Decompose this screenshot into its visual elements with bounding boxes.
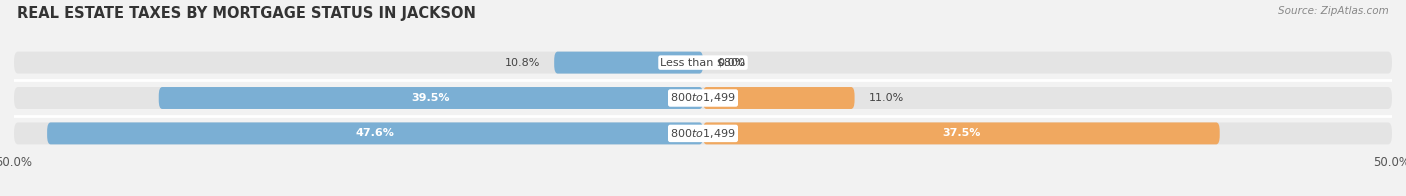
- FancyBboxPatch shape: [48, 122, 703, 144]
- Text: Less than $800: Less than $800: [661, 58, 745, 68]
- FancyBboxPatch shape: [14, 122, 1392, 144]
- Text: Source: ZipAtlas.com: Source: ZipAtlas.com: [1278, 6, 1389, 16]
- Text: 39.5%: 39.5%: [412, 93, 450, 103]
- Text: 0.0%: 0.0%: [717, 58, 745, 68]
- Text: 47.6%: 47.6%: [356, 128, 395, 138]
- Text: 10.8%: 10.8%: [505, 58, 540, 68]
- FancyBboxPatch shape: [159, 87, 703, 109]
- FancyBboxPatch shape: [703, 87, 855, 109]
- Text: 37.5%: 37.5%: [942, 128, 980, 138]
- Text: $800 to $1,499: $800 to $1,499: [671, 127, 735, 140]
- FancyBboxPatch shape: [14, 87, 1392, 109]
- Text: $800 to $1,499: $800 to $1,499: [671, 92, 735, 104]
- FancyBboxPatch shape: [554, 52, 703, 74]
- Text: REAL ESTATE TAXES BY MORTGAGE STATUS IN JACKSON: REAL ESTATE TAXES BY MORTGAGE STATUS IN …: [17, 6, 475, 21]
- FancyBboxPatch shape: [703, 122, 1219, 144]
- Text: 11.0%: 11.0%: [869, 93, 904, 103]
- FancyBboxPatch shape: [14, 52, 1392, 74]
